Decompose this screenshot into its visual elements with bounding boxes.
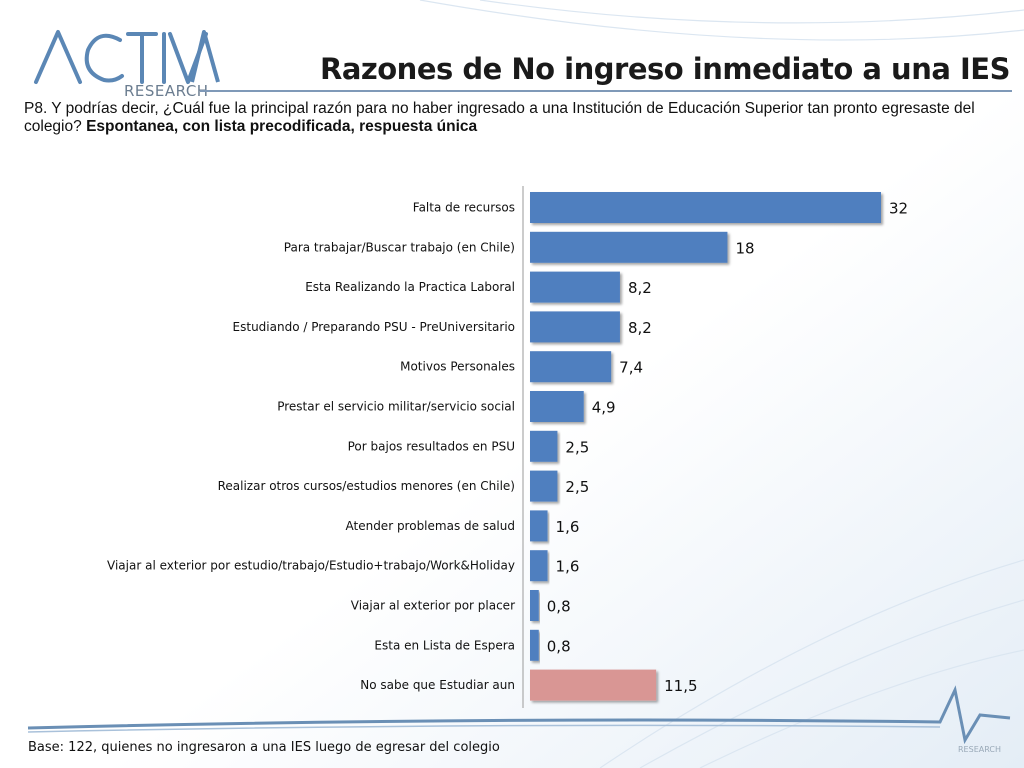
bar [530, 311, 620, 343]
bar [530, 510, 548, 542]
value-label: 7,4 [619, 359, 643, 377]
footer-watermark: RESEARCH [958, 745, 1001, 754]
value-label: 8,2 [628, 279, 652, 297]
value-label: 11,5 [664, 677, 697, 695]
value-label: 2,5 [565, 478, 589, 496]
question-main: P8. Y podrías decir, ¿Cuál fue la princi… [24, 100, 975, 135]
bar [530, 430, 558, 462]
category-label: Viajar al exterior por placer [351, 599, 515, 613]
category-label: Motivos Personales [400, 360, 515, 374]
value-label: 2,5 [565, 438, 589, 456]
bar-chart: Falta de recursos Para trabajar/Buscar tr… [107, 186, 908, 708]
category-label: No sabe que Estudiar aun [360, 678, 515, 692]
bar [530, 550, 548, 582]
category-label: Esta en Lista de Espera [374, 638, 515, 652]
category-label: Realizar otros cursos/estudios menores (… [218, 479, 515, 493]
value-label: 18 [735, 239, 754, 257]
footer-swoosh [27, 685, 1011, 745]
activa-research-logo: RESEARCH [34, 30, 220, 100]
category-label: Viajar al exterior por estudio/trabajo/E… [107, 559, 515, 573]
category-label: Falta de recursos [413, 201, 515, 215]
title-divider [200, 90, 1012, 92]
value-label: 1,6 [556, 558, 580, 576]
bar [530, 470, 558, 502]
bar [530, 391, 584, 422]
category-label: Estudiando / Preparando PSU - PreUnivers… [233, 320, 515, 334]
bar [530, 669, 657, 701]
bar [530, 590, 539, 621]
question-bold: Espontanea, con lista precodificada, res… [86, 118, 478, 135]
category-label: Atender problemas de salud [346, 519, 516, 533]
value-label: 32 [889, 200, 908, 218]
bar [530, 351, 612, 383]
value-label: 4,9 [592, 399, 616, 417]
value-label: 0,8 [547, 598, 571, 616]
category-label: Por bajos resultados en PSU [348, 439, 515, 453]
bar [530, 629, 539, 661]
category-label: Esta Realizando la Practica Laboral [305, 280, 515, 294]
value-label: 8,2 [628, 319, 652, 337]
logo-subtitle: RESEARCH [124, 82, 209, 100]
category-label: Para trabajar/Buscar trabajo (en Chile) [284, 240, 515, 254]
bar [530, 231, 728, 263]
question-text: P8. Y podrías decir, ¿Cuál fue la princi… [24, 100, 984, 136]
bar [530, 271, 620, 303]
value-label: 1,6 [556, 518, 580, 536]
value-label: 0,8 [547, 637, 571, 655]
category-label: Prestar el servicio militar/servicio soc… [277, 400, 515, 414]
page-title: Razones de No ingreso inmediato a una IE… [319, 52, 1011, 86]
base-footnote: Base: 122, quienes no ingresaron a una I… [28, 740, 500, 755]
bar [530, 192, 881, 223]
